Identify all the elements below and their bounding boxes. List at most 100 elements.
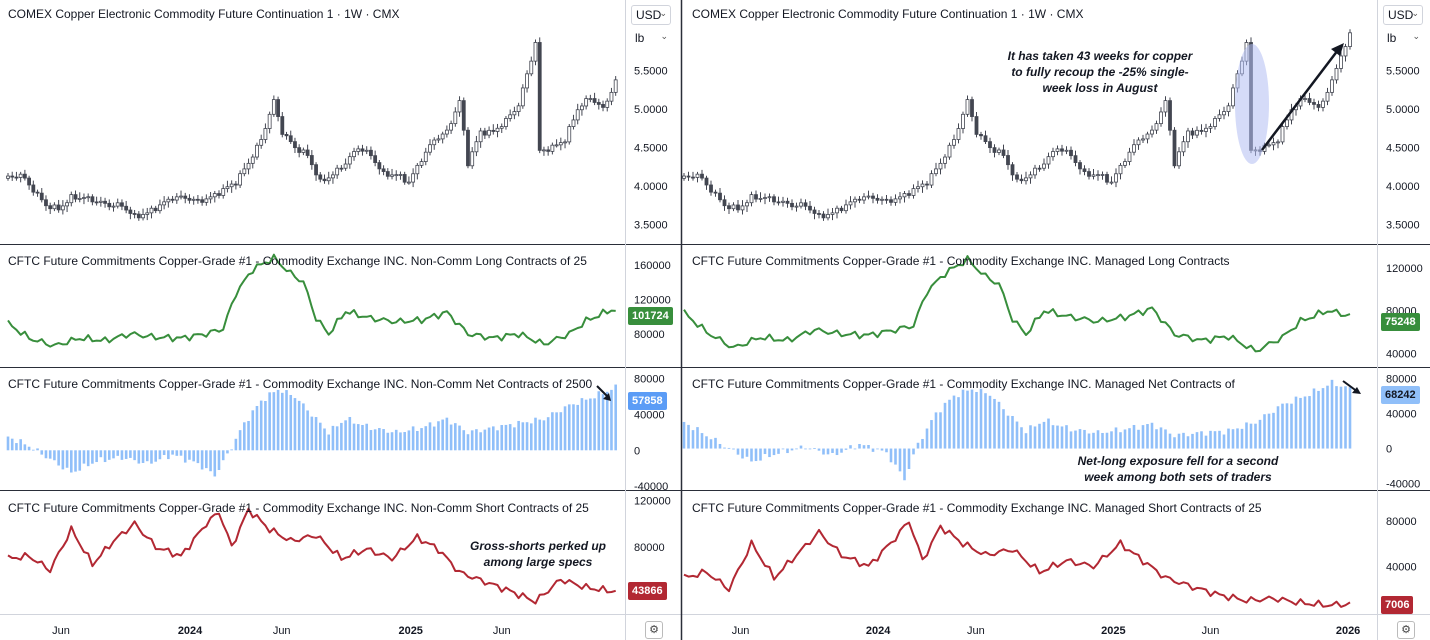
candle-body: [128, 209, 133, 214]
candle: [1343, 43, 1348, 62]
net-bar: [572, 404, 575, 451]
net-bar: [318, 422, 322, 451]
candle: [229, 180, 234, 193]
net-bar: [718, 443, 722, 449]
candle: [983, 130, 988, 144]
candle: [920, 180, 925, 193]
candle-body: [141, 214, 145, 219]
left-net-title: CFTC Future Commitments Copper-Grade #1 …: [8, 377, 593, 391]
candle-body: [487, 129, 491, 136]
candle: [700, 169, 704, 181]
candle: [1114, 168, 1118, 188]
candle-body: [1141, 138, 1145, 141]
right-currency-button[interactable]: USD ⌄: [1383, 5, 1423, 25]
candle-body: [436, 138, 441, 141]
left-settings-gear-icon[interactable]: ⚙: [645, 621, 663, 639]
net-bar: [285, 390, 288, 451]
net-bar: [781, 448, 785, 450]
candle-body: [965, 99, 970, 115]
candle: [571, 114, 576, 130]
candle-body: [1330, 79, 1334, 93]
candle-body: [1276, 141, 1280, 144]
candle: [487, 126, 491, 139]
net-bar: [988, 395, 992, 449]
candle-body: [920, 183, 925, 188]
net-bar: [1303, 396, 1307, 449]
candle-body: [516, 105, 521, 112]
candle: [758, 192, 763, 203]
net-bar: [373, 429, 377, 451]
candle-body: [1100, 174, 1105, 176]
right-net-title: CFTC Future Commitments Copper-Grade #1 …: [692, 377, 1236, 391]
y-tick-label: 40000: [634, 409, 665, 421]
net-bar: [1011, 416, 1014, 449]
y-tick-label: 0: [634, 445, 640, 457]
net-bar: [1276, 406, 1280, 449]
candle-body: [145, 212, 150, 215]
left-price-title: COMEX Copper Electronic Commodity Future…: [8, 7, 399, 21]
candle-body: [499, 126, 504, 129]
candle: [305, 144, 310, 159]
candle: [495, 123, 500, 138]
net-bar: [1141, 425, 1145, 449]
candle: [6, 172, 10, 181]
candle-body: [297, 147, 302, 153]
net-bar: [306, 410, 309, 451]
net-bar: [145, 450, 149, 462]
net-bar: [529, 423, 533, 451]
candle: [682, 172, 686, 181]
candle: [970, 96, 974, 122]
candle: [1159, 107, 1163, 127]
net-bar: [559, 412, 563, 451]
net-bar: [880, 448, 884, 451]
candle-body: [276, 99, 280, 117]
candle-body: [695, 173, 700, 178]
right-unit-button[interactable]: lb ⌄: [1383, 29, 1423, 49]
net-bar: [171, 450, 174, 455]
candle-body: [69, 194, 74, 204]
candle: [1051, 147, 1055, 161]
candle: [803, 199, 808, 211]
candle: [120, 199, 124, 211]
net-bar: [1177, 433, 1181, 449]
right-short-last-value: 7006: [1381, 596, 1414, 614]
candle-body: [259, 139, 264, 146]
candle-body: [853, 198, 857, 203]
right-settings-gear-icon[interactable]: ⚙: [1397, 621, 1415, 639]
candle-body: [10, 175, 15, 178]
candle-body: [322, 178, 327, 182]
left-workspace: 3.5000 4.0000 4.5000 5.0000 5.5000 80000 1200…: [6, 7, 671, 637]
candle-body: [749, 194, 754, 204]
candle: [1303, 94, 1307, 103]
candle-body: [1028, 174, 1033, 179]
net-bar: [1186, 436, 1190, 449]
candle: [10, 171, 15, 181]
candle: [839, 205, 844, 214]
candle-body: [1199, 129, 1204, 132]
candle: [162, 196, 167, 210]
candle-body: [461, 100, 466, 131]
candle-body: [580, 105, 584, 111]
candle: [567, 124, 572, 145]
right-workspace: 3.5000 4.0000 4.5000 5.0000 5.5000 40000 8000…: [682, 7, 1423, 637]
candle-body: [221, 188, 226, 196]
candle-body: [1055, 148, 1060, 152]
candle: [415, 163, 420, 180]
candle: [862, 193, 866, 204]
net-bar: [1299, 397, 1302, 449]
candle-body: [1105, 174, 1109, 183]
candle: [115, 198, 120, 209]
candle: [956, 123, 961, 144]
net-bar: [264, 400, 267, 451]
candle: [478, 127, 483, 148]
y-tick-label: 4.5000: [1386, 142, 1420, 154]
left-currency-button[interactable]: USD ⌄: [631, 5, 671, 25]
net-bar: [808, 448, 812, 450]
candle-body: [208, 196, 213, 200]
candle-body: [911, 188, 916, 196]
candle-body: [1348, 32, 1352, 47]
net-bar: [36, 448, 39, 451]
net-bar: [1249, 423, 1253, 449]
left-unit-button[interactable]: lb ⌄: [631, 29, 671, 49]
candle: [740, 200, 745, 215]
